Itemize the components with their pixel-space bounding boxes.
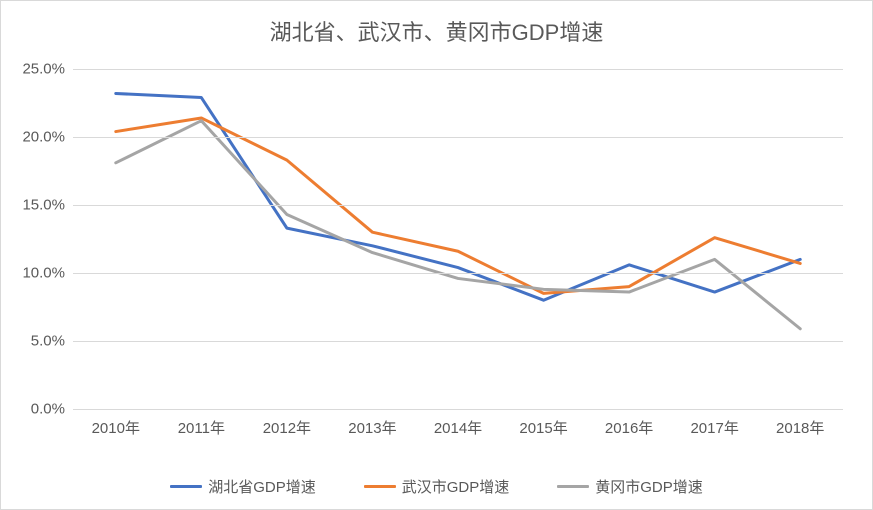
legend-label: 黄冈市GDP增速 [595,476,703,497]
gridline [73,69,843,70]
legend-label: 湖北省GDP增速 [208,476,316,497]
x-tick-label: 2014年 [434,417,482,438]
gridline [73,341,843,342]
legend-item: 黄冈市GDP增速 [557,476,703,497]
chart-title: 湖北省、武汉市、黄冈市GDP增速 [1,15,872,47]
x-tick-label: 2010年 [92,417,140,438]
x-tick-label: 2011年 [178,417,225,438]
y-tick-label: 20.0% [22,129,65,146]
gridline [73,137,843,138]
legend-swatch [557,485,589,488]
series-line-0 [116,93,800,300]
legend-swatch [364,485,396,488]
legend-swatch [170,485,202,488]
y-tick-label: 10.0% [22,265,65,282]
legend: 湖北省GDP增速 武汉市GDP增速 黄冈市GDP增速 [1,476,872,497]
y-tick-label: 0.0% [31,401,65,418]
x-tick-label: 2015年 [519,417,567,438]
plot-area: 0.0%5.0%10.0%15.0%20.0%25.0%2010年2011年20… [73,69,843,409]
gridline [73,273,843,274]
y-tick-label: 25.0% [22,61,65,78]
x-tick-label: 2016年 [605,417,653,438]
chart-container: 湖北省、武汉市、黄冈市GDP增速 0.0%5.0%10.0%15.0%20.0%… [0,0,873,510]
x-tick-label: 2013年 [348,417,396,438]
y-tick-label: 5.0% [31,333,65,350]
legend-item: 湖北省GDP增速 [170,476,316,497]
x-tick-label: 2017年 [690,417,738,438]
gridline [73,205,843,206]
series-line-2 [116,121,800,329]
x-tick-label: 2018年 [776,417,824,438]
chart-lines-svg [73,69,843,409]
x-tick-label: 2012年 [263,417,311,438]
legend-label: 武汉市GDP增速 [402,476,510,497]
y-tick-label: 15.0% [22,197,65,214]
gridline [73,409,843,410]
legend-item: 武汉市GDP增速 [364,476,510,497]
